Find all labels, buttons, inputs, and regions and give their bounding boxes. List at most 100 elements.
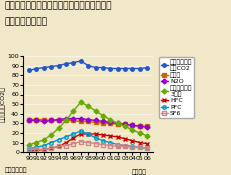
SF6 bbox=[123, 145, 126, 148]
Legend: 非エネルギー
起源CO2, メタン, N2O, 代替フロン等
3ガス, HFC, PFC, SF6: 非エネルギー 起源CO2, メタン, N2O, 代替フロン等 3ガス, HFC,… bbox=[158, 57, 194, 118]
PFC bbox=[79, 130, 82, 132]
N2O bbox=[72, 118, 74, 120]
HFC bbox=[94, 133, 97, 135]
PFC bbox=[57, 139, 60, 141]
代替フロン等
3ガス bbox=[131, 129, 133, 131]
代替フロン等
3ガス bbox=[79, 101, 82, 103]
代替フロン等
3ガス bbox=[86, 105, 89, 107]
PFC bbox=[145, 147, 148, 149]
メタン bbox=[116, 123, 119, 125]
PFC bbox=[116, 144, 119, 146]
代替フロン等
3ガス bbox=[64, 119, 67, 121]
N2O bbox=[101, 120, 104, 122]
代替フロン等
3ガス bbox=[57, 127, 60, 129]
N2O bbox=[79, 118, 82, 120]
SF6 bbox=[94, 142, 97, 145]
PFC bbox=[123, 145, 126, 147]
代替フロン等
3ガス bbox=[35, 142, 38, 144]
Line: HFC: HFC bbox=[27, 132, 148, 153]
N2O bbox=[27, 119, 30, 121]
HFC bbox=[57, 145, 60, 148]
非エネルギー
起源CO2 bbox=[138, 67, 141, 69]
非エネルギー
起源CO2 bbox=[27, 69, 30, 71]
非エネルギー
起源CO2 bbox=[86, 65, 89, 67]
代替フロン等
3ガス bbox=[42, 139, 45, 141]
SF6 bbox=[57, 145, 60, 148]
SF6 bbox=[50, 147, 52, 149]
メタン bbox=[86, 120, 89, 122]
HFC bbox=[64, 142, 67, 144]
メタン bbox=[101, 122, 104, 124]
非エネルギー
起源CO2 bbox=[50, 65, 52, 68]
PFC bbox=[138, 146, 141, 148]
メタン bbox=[50, 119, 52, 121]
非エネルギー
起源CO2 bbox=[101, 66, 104, 69]
HFC bbox=[108, 135, 111, 137]
SF6 bbox=[101, 144, 104, 146]
SF6 bbox=[27, 148, 30, 150]
SF6 bbox=[131, 146, 133, 148]
HFC bbox=[101, 134, 104, 136]
SF6 bbox=[145, 147, 148, 149]
SF6 bbox=[79, 141, 82, 143]
代替フロン等
3ガス bbox=[138, 132, 141, 134]
HFC bbox=[131, 140, 133, 142]
代替フロン等
3ガス bbox=[108, 118, 111, 121]
メタン bbox=[57, 119, 60, 121]
Line: N2O: N2O bbox=[27, 117, 148, 129]
HFC bbox=[27, 150, 30, 152]
非エネルギー
起源CO2 bbox=[123, 67, 126, 69]
HFC bbox=[42, 148, 45, 150]
Line: 非エネルギー
起源CO2: 非エネルギー 起源CO2 bbox=[27, 59, 148, 72]
代替フロン等
3ガス bbox=[27, 144, 30, 146]
N2O bbox=[108, 121, 111, 124]
PFC bbox=[131, 145, 133, 148]
メタン bbox=[145, 125, 148, 127]
PFC bbox=[94, 137, 97, 139]
N2O bbox=[94, 119, 97, 121]
PFC bbox=[101, 140, 104, 142]
代替フロン等
3ガス bbox=[123, 125, 126, 127]
Text: （年度）: （年度） bbox=[132, 170, 147, 175]
HFC bbox=[116, 136, 119, 138]
N2O bbox=[116, 122, 119, 124]
PFC bbox=[42, 145, 45, 147]
代替フロン等
3ガス bbox=[94, 110, 97, 112]
Line: PFC: PFC bbox=[27, 129, 148, 150]
非エネルギー
起源CO2 bbox=[64, 63, 67, 65]
N2O bbox=[86, 118, 89, 121]
HFC bbox=[123, 138, 126, 140]
N2O bbox=[57, 118, 60, 121]
代替フロン等
3ガス bbox=[116, 122, 119, 124]
Line: メタン: メタン bbox=[27, 118, 148, 128]
HFC bbox=[35, 149, 38, 151]
Line: 代替フロン等
3ガス: 代替フロン等 3ガス bbox=[27, 100, 148, 146]
PFC bbox=[72, 133, 74, 135]
非エネルギー
起源CO2 bbox=[79, 60, 82, 62]
Text: 素以外）の排出量: 素以外）の排出量 bbox=[5, 18, 47, 26]
SF6 bbox=[116, 145, 119, 148]
HFC bbox=[138, 142, 141, 144]
非エネルギー
起源CO2 bbox=[35, 67, 38, 69]
代替フロン等
3ガス bbox=[145, 135, 148, 137]
HFC bbox=[86, 133, 89, 135]
非エネルギー
起源CO2 bbox=[116, 67, 119, 69]
N2O bbox=[138, 125, 141, 127]
非エネルギー
起源CO2 bbox=[57, 65, 60, 67]
非エネルギー
起源CO2 bbox=[72, 62, 74, 64]
メタン bbox=[35, 118, 38, 121]
Line: SF6: SF6 bbox=[27, 140, 148, 151]
PFC bbox=[108, 142, 111, 144]
N2O bbox=[50, 119, 52, 121]
メタン bbox=[131, 124, 133, 126]
メタン bbox=[64, 119, 67, 121]
SF6 bbox=[138, 146, 141, 148]
非エネルギー
起源CO2 bbox=[42, 66, 45, 69]
メタン bbox=[79, 120, 82, 122]
メタン bbox=[72, 119, 74, 121]
非エネルギー
起源CO2 bbox=[108, 67, 111, 69]
N2O bbox=[35, 119, 38, 121]
代替フロン等
3ガス bbox=[101, 115, 104, 117]
Text: 資料：環境省: 資料：環境省 bbox=[5, 168, 27, 173]
代替フロン等
3ガス bbox=[72, 110, 74, 112]
